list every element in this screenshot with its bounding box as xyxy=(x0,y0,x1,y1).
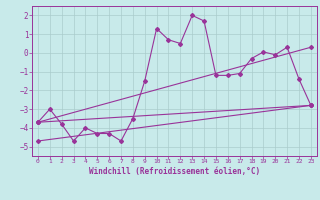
X-axis label: Windchill (Refroidissement éolien,°C): Windchill (Refroidissement éolien,°C) xyxy=(89,167,260,176)
